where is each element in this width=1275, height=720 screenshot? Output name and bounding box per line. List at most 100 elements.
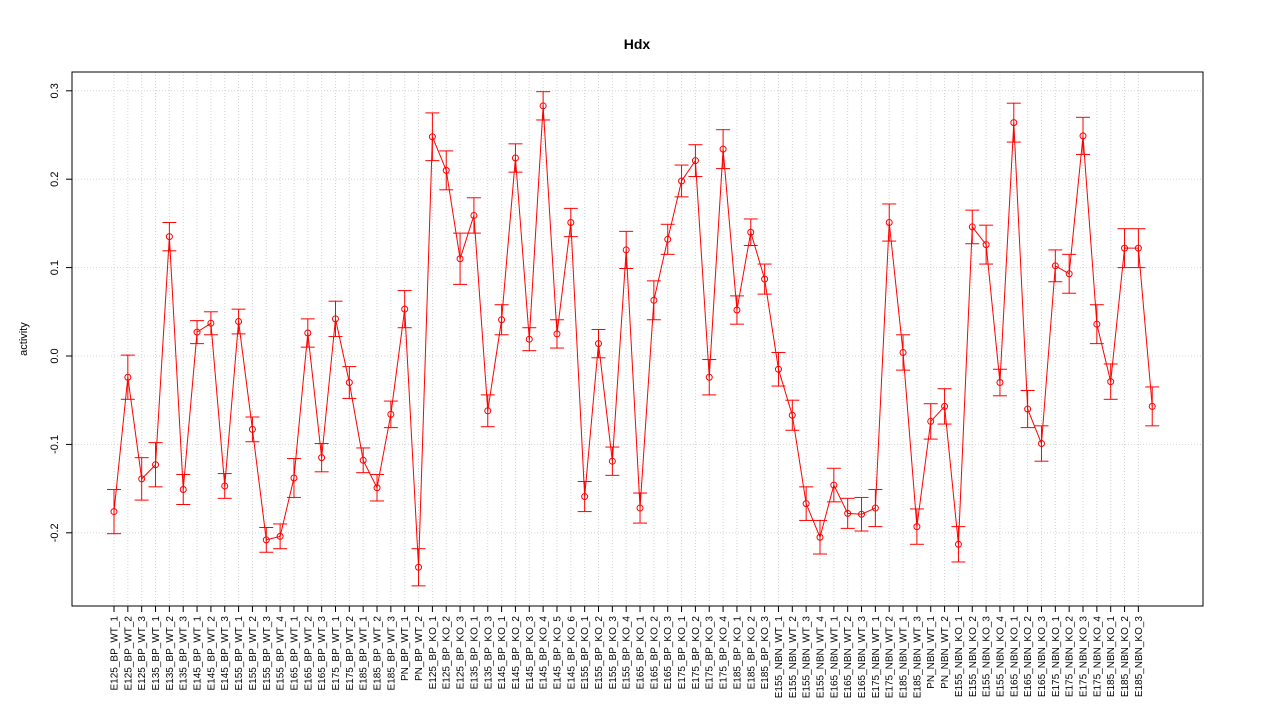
x-tick-label: E135_BP_KO_3 bbox=[483, 616, 494, 690]
x-tick-label: E155_NBN_KO_1 bbox=[954, 616, 965, 698]
data-point bbox=[636, 504, 644, 512]
x-axis: E125_BP_WT_1 E125_BP_WT_2 E125_BP_WT_3 E135… bbox=[110, 606, 1145, 698]
x-tick-label: E185_NBN_KO_2 bbox=[1120, 616, 1131, 698]
x-tick-label: E125_BP_KO_1 bbox=[428, 616, 439, 690]
data-point bbox=[345, 379, 353, 387]
data-point bbox=[774, 365, 782, 373]
data-point bbox=[248, 425, 256, 433]
data-point bbox=[484, 407, 492, 415]
data-point bbox=[152, 461, 160, 469]
data-point bbox=[608, 457, 616, 465]
data-point bbox=[511, 154, 519, 162]
data-point bbox=[788, 411, 796, 419]
data-point bbox=[401, 305, 409, 313]
data-point bbox=[1079, 132, 1087, 140]
data-point bbox=[913, 523, 921, 531]
x-tick-label: E155_BP_KO_3 bbox=[608, 616, 619, 690]
x-tick-label: E165_BP_KO_1 bbox=[636, 616, 647, 690]
y-tick-label: -0.1 bbox=[49, 435, 61, 454]
x-tick-label: E155_BP_WT_2 bbox=[248, 616, 259, 691]
x-tick-label: E185_BP_KO_1 bbox=[732, 616, 743, 690]
x-tick-label: E175_NBN_KO_3 bbox=[1079, 616, 1090, 698]
data-point bbox=[221, 482, 229, 490]
x-tick-label: E175_BP_WT_1 bbox=[331, 616, 342, 691]
data-point bbox=[595, 340, 603, 348]
series-polyline bbox=[113, 105, 1153, 568]
data-point bbox=[719, 145, 727, 153]
x-tick-label: E185_NBN_KO_3 bbox=[1134, 616, 1145, 698]
x-tick-label: E185_NBN_WT_3 bbox=[912, 616, 923, 699]
data-point bbox=[899, 348, 907, 356]
x-tick-label: E155_BP_KO_4 bbox=[622, 616, 633, 690]
x-tick-label: E165_NBN_KO_2 bbox=[1023, 616, 1034, 698]
x-tick-label: E155_NBN_KO_3 bbox=[982, 616, 993, 698]
x-tick-label: E185_NBN_WT_1 bbox=[899, 616, 910, 699]
x-tick-label: E175_BP_KO_2 bbox=[691, 616, 702, 690]
x-tick-label: E145_BP_KO_5 bbox=[552, 616, 563, 690]
x-tick-label: E145_BP_WT_2 bbox=[206, 616, 217, 691]
x-tick-label: E125_BP_KO_3 bbox=[456, 616, 467, 690]
data-point bbox=[664, 235, 672, 243]
x-tick-label: E125_BP_KO_2 bbox=[442, 616, 453, 690]
data-point bbox=[650, 296, 658, 304]
plot-frame bbox=[71, 71, 1204, 607]
x-tick-label: E155_NBN_KO_4 bbox=[995, 616, 1006, 698]
data-point bbox=[290, 474, 298, 482]
x-tick-label: E175_NBN_WT_2 bbox=[885, 616, 896, 699]
data-point bbox=[415, 563, 423, 571]
data-point bbox=[871, 504, 879, 512]
data-point bbox=[996, 379, 1004, 387]
x-tick-label: E165_NBN_WT_1 bbox=[829, 616, 840, 699]
data-point bbox=[373, 484, 381, 492]
data-point bbox=[622, 246, 630, 254]
data-point bbox=[138, 475, 146, 483]
data-point bbox=[498, 316, 506, 324]
data-point bbox=[456, 255, 464, 263]
data-point bbox=[747, 228, 755, 236]
x-tick-label: E155_NBN_WT_2 bbox=[788, 616, 799, 699]
data-point bbox=[110, 508, 118, 516]
y-axis: -0.2 -0.1 0.0 0.1 0.2 0.3 bbox=[49, 83, 72, 542]
y-tick-label: 0.0 bbox=[49, 348, 61, 363]
data-point bbox=[1037, 440, 1045, 448]
x-tick-label: E175_BP_KO_3 bbox=[705, 616, 716, 690]
x-tick-label: E155_NBN_WT_1 bbox=[774, 616, 785, 699]
data-point bbox=[927, 417, 935, 425]
data-point bbox=[567, 219, 575, 227]
data-point bbox=[124, 373, 132, 381]
data-point bbox=[581, 493, 589, 501]
x-tick-label: E155_BP_KO_2 bbox=[594, 616, 605, 690]
x-tick-label: E155_BP_WT_1 bbox=[234, 616, 245, 691]
x-tick-label: E125_BP_WT_3 bbox=[137, 616, 148, 691]
data-point bbox=[179, 485, 187, 493]
x-tick-label: E125_BP_WT_1 bbox=[110, 616, 121, 691]
chart-title: Hdx bbox=[624, 36, 651, 52]
series-line bbox=[107, 91, 1160, 587]
x-tick-label: E175_NBN_KO_2 bbox=[1065, 616, 1076, 698]
x-tick-label: E165_BP_WT_2 bbox=[303, 616, 314, 691]
x-tick-label: E175_BP_KO_1 bbox=[677, 616, 688, 690]
data-point bbox=[1107, 378, 1115, 386]
x-tick-label: E165_NBN_KO_3 bbox=[1037, 616, 1048, 698]
data-point bbox=[553, 330, 561, 338]
data-point bbox=[1134, 244, 1142, 252]
data-point bbox=[733, 306, 741, 314]
x-tick-label: E175_NBN_KO_4 bbox=[1092, 616, 1103, 698]
x-tick-label: E185_BP_WT_1 bbox=[359, 616, 370, 691]
x-tick-label: E135_BP_KO_1 bbox=[469, 616, 480, 690]
data-point bbox=[207, 319, 215, 327]
data-point bbox=[1010, 119, 1018, 127]
data-point bbox=[387, 410, 395, 418]
y-tick-label: 0.2 bbox=[49, 172, 61, 187]
data-point bbox=[276, 532, 284, 540]
x-tick-label: E165_NBN_KO_1 bbox=[1009, 616, 1020, 698]
x-tick-label: E145_BP_KO_2 bbox=[511, 616, 522, 690]
x-tick-label: E175_NBN_WT_1 bbox=[871, 616, 882, 699]
data-point bbox=[331, 315, 339, 323]
data-point bbox=[539, 102, 547, 110]
x-tick-label: E145_BP_KO_4 bbox=[539, 616, 550, 690]
y-tick-label: 0.3 bbox=[49, 83, 61, 98]
x-tick-label: E185_BP_KO_2 bbox=[746, 616, 757, 690]
data-point bbox=[525, 335, 533, 343]
data-point bbox=[691, 157, 699, 165]
